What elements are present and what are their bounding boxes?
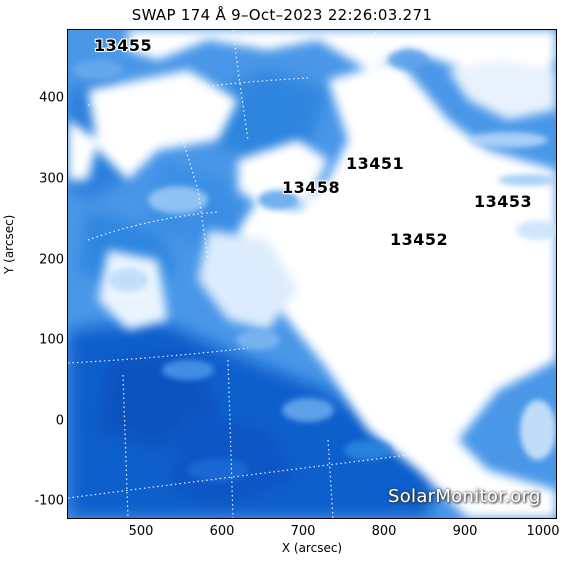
image-title: SWAP 174 Å 9–Oct–2023 22:26:03.271 — [131, 6, 433, 24]
y-tick-label: -100 — [34, 493, 64, 509]
active-region-label: 13455 — [94, 36, 153, 55]
mottled-texture — [73, 50, 556, 482]
x-tick-label: 500 — [128, 524, 154, 539]
euv-image — [68, 30, 556, 518]
x-tick-label: 800 — [371, 524, 397, 539]
active-region-label: 13451 — [346, 154, 405, 173]
y-tick-label: 300 — [39, 171, 64, 187]
y-axis-label: Y (arcsec) — [2, 214, 16, 274]
y-tick-label: 200 — [39, 252, 64, 268]
x-tick-label: 700 — [290, 524, 316, 539]
solar-image-plot: 13455 13451 13458 13453 13452 — [67, 29, 557, 519]
active-region-label: 13458 — [282, 178, 341, 197]
bright-regions — [68, 30, 556, 518]
active-region-label: 13452 — [390, 230, 449, 249]
x-tick-label: 900 — [452, 524, 478, 539]
x-axis-label: X (arcsec) — [281, 541, 343, 555]
x-tick-label: 1000 — [526, 524, 560, 539]
x-tick-label: 600 — [209, 524, 235, 539]
y-tick-label: 100 — [39, 332, 64, 348]
watermark: SolarMonitor.org — [388, 486, 541, 507]
active-region-label: 13453 — [474, 192, 533, 211]
y-tick-label: 0 — [55, 413, 64, 429]
heliographic-grid — [68, 30, 409, 518]
y-tick-label: 400 — [39, 90, 64, 106]
